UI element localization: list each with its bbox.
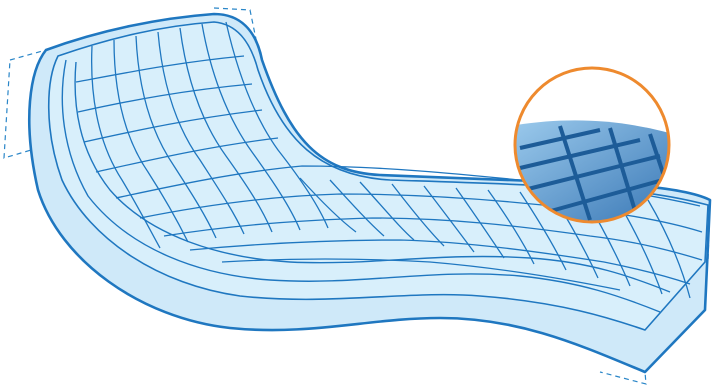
grid-line [423,185,475,253]
magnified-channels [519,125,669,221]
grid-line [647,199,691,299]
channel [539,176,669,216]
grid-line [329,179,385,237]
grid-line [157,31,245,235]
grid-line [359,181,415,241]
grid-line [77,83,253,113]
grid-line [91,45,161,249]
grid-line [139,193,703,233]
grid-line [519,191,567,271]
grid-line [201,23,301,231]
grid-line [455,187,505,259]
grid-line [179,27,273,233]
contour-line-2 [74,61,671,293]
grid-line [135,35,217,239]
grid-line [163,217,703,261]
right-bottom-guide [599,311,647,385]
surface-contour-lines [61,59,671,313]
grid-line [189,239,691,285]
grid-line [83,109,263,143]
grid-line [487,189,535,265]
magnifier-ring [513,66,671,224]
grid-line [221,258,621,291]
channel [519,138,641,170]
grid-line [225,21,329,229]
zone-grid-vertical [91,21,691,299]
channel [523,154,661,192]
channel [558,125,592,221]
grid-line [75,55,245,83]
grid-line [113,39,189,243]
grid-line [95,137,279,173]
channel [519,128,601,150]
channel [608,127,638,215]
contour-line-1 [61,59,661,313]
zone-grid-horizontal [75,55,703,291]
grid-line [299,177,357,233]
